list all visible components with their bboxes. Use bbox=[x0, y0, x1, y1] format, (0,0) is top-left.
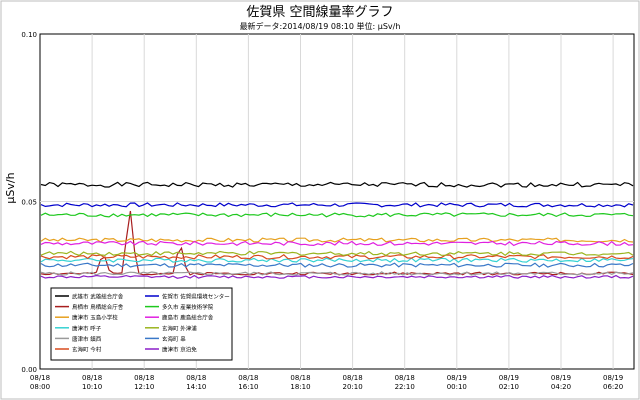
x-tick-date: 08/18 bbox=[290, 374, 310, 382]
x-tick-date: 08/18 bbox=[134, 374, 154, 382]
series-line bbox=[40, 254, 634, 260]
x-tick-date: 08/18 bbox=[82, 374, 102, 382]
series-line bbox=[40, 237, 634, 243]
series-line bbox=[40, 240, 634, 247]
legend-label: 玄海町 串 bbox=[162, 335, 186, 343]
y-tick-label: 0.10 bbox=[21, 31, 37, 39]
x-tick-date: 08/18 bbox=[238, 374, 258, 382]
legend-label: 多久市 産業技術学院 bbox=[162, 303, 214, 311]
legend-label: 玄海町 今村 bbox=[72, 346, 102, 354]
x-tick-date: 08/18 bbox=[395, 374, 415, 382]
series-line bbox=[40, 250, 634, 257]
y-axis-label: μSv/h bbox=[4, 172, 17, 203]
legend-label: 玄海町 外津浦 bbox=[162, 324, 197, 332]
x-tick-time: 22:10 bbox=[395, 383, 415, 391]
x-tick-time: 02:10 bbox=[499, 383, 519, 391]
chart-subtitle: 最新データ:2014/08/19 08:10 単位: μSv/h bbox=[240, 21, 401, 31]
x-tick-date: 08/18 bbox=[186, 374, 206, 382]
x-tick-date: 08/19 bbox=[551, 374, 571, 382]
legend-label: 武雄市 武雄総合庁舎 bbox=[72, 293, 124, 301]
legend-label: 佐賀市 佐賀県環境センター bbox=[162, 293, 230, 301]
x-tick-time: 06:20 bbox=[603, 383, 623, 391]
x-tick-time: 12:10 bbox=[134, 383, 154, 391]
chart-title: 佐賀県 空間線量率グラフ bbox=[246, 4, 393, 20]
series-line bbox=[40, 202, 634, 208]
x-tick-time: 20:10 bbox=[343, 383, 363, 391]
legend-box bbox=[50, 287, 233, 361]
legend-label: 鳥栖市 鳥栖総合庁舎 bbox=[72, 303, 124, 311]
x-tick-time: 14:10 bbox=[186, 383, 206, 391]
x-tick-time: 04:20 bbox=[551, 383, 571, 391]
series-line bbox=[40, 262, 634, 268]
x-tick-date: 08/19 bbox=[499, 374, 519, 382]
legend-label: 唐津市 呼子 bbox=[72, 324, 102, 332]
series-line bbox=[40, 212, 634, 218]
series-line bbox=[40, 181, 634, 188]
legend-label: 唐津市 鎮西 bbox=[72, 335, 102, 343]
x-tick-time: 18:10 bbox=[290, 383, 310, 391]
legend-label: 唐津市 京泊免 bbox=[162, 346, 197, 354]
x-tick-time: 00:10 bbox=[447, 383, 467, 391]
x-tick-time: 16:10 bbox=[238, 383, 258, 391]
x-tick-date: 08/18 bbox=[30, 374, 50, 382]
x-tick-time: 10:10 bbox=[82, 383, 102, 391]
x-tick-date: 08/19 bbox=[447, 374, 467, 382]
legend-label: 唐津市 玉島小学校 bbox=[72, 314, 118, 322]
series-line bbox=[40, 271, 634, 276]
series-line bbox=[40, 274, 634, 279]
x-tick-date: 08/19 bbox=[603, 374, 623, 382]
y-tick-label: 0.00 bbox=[21, 366, 37, 374]
series-line bbox=[40, 257, 634, 263]
y-tick-label: 0.05 bbox=[21, 199, 37, 207]
x-tick-time: 08:00 bbox=[30, 383, 50, 391]
x-tick-date: 08/18 bbox=[343, 374, 363, 382]
plot-area: 0.000.050.1008/1808:0008/1810:1008/1812:… bbox=[21, 31, 635, 391]
legend-label: 鹿島市 鹿島総合庁舎 bbox=[162, 314, 214, 322]
